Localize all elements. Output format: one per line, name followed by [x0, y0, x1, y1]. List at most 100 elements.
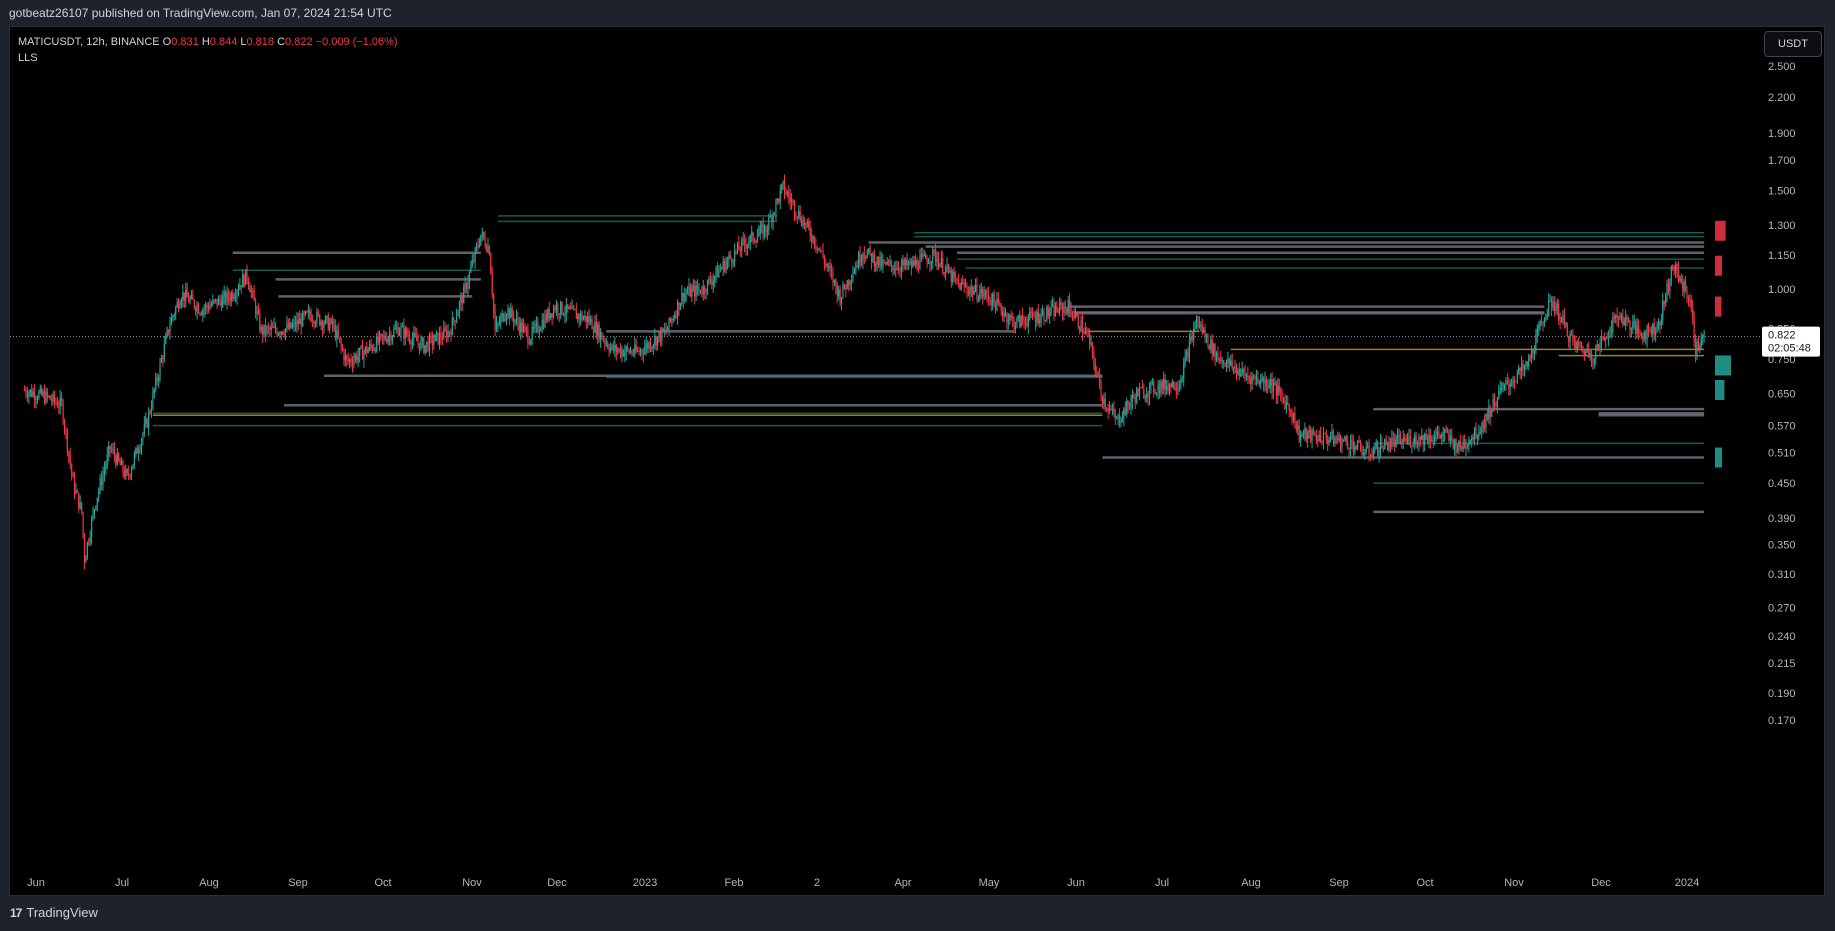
symbol-label[interactable]: MATICUSDT, 12h, BINANCE — [18, 36, 160, 48]
candle-body — [1687, 297, 1690, 299]
candle-body — [1424, 433, 1426, 445]
candle-body — [560, 302, 562, 315]
candle-body — [444, 328, 446, 331]
candle-body — [956, 278, 958, 283]
candle-body — [1656, 325, 1658, 333]
candle-body — [1388, 444, 1390, 451]
candle-body — [557, 305, 559, 314]
candle-body — [1195, 316, 1198, 329]
candle-body — [964, 285, 967, 287]
candle-body — [1667, 283, 1670, 291]
candle-body — [416, 335, 418, 342]
candle-body — [1270, 379, 1272, 386]
candle-body — [902, 260, 904, 266]
candle-body — [608, 347, 610, 352]
candle-body — [1650, 329, 1652, 335]
candle-body — [1530, 348, 1533, 358]
candle-body — [1558, 303, 1560, 320]
candle-body — [552, 308, 555, 317]
candle-body — [1136, 388, 1138, 403]
study-label[interactable]: LLS — [18, 52, 38, 64]
candle-body — [1265, 379, 1268, 388]
candle-body — [1147, 394, 1149, 398]
candle-body — [1111, 408, 1114, 410]
candle-body — [1633, 321, 1635, 323]
candle-body — [1012, 317, 1014, 319]
candle-body — [815, 245, 817, 247]
candle-body — [667, 328, 669, 332]
candle-body — [1066, 308, 1068, 314]
volume-profile-box — [1715, 355, 1731, 376]
candle-body — [1339, 435, 1342, 448]
candle-body — [1607, 337, 1610, 339]
candle-body — [1408, 436, 1410, 439]
candle-body — [75, 490, 77, 494]
candle-body — [212, 299, 214, 305]
candle-body — [531, 326, 533, 340]
candle-body — [1252, 375, 1255, 377]
candle-body — [1542, 322, 1544, 324]
candle-body — [812, 236, 814, 242]
candle-body — [972, 287, 974, 295]
candle-body — [567, 304, 569, 309]
candle-body — [1049, 312, 1051, 316]
candle-body — [678, 302, 680, 310]
candle-body — [451, 317, 453, 335]
candle-body — [1684, 280, 1687, 290]
candle-body — [1160, 381, 1162, 393]
candle-body — [82, 511, 84, 536]
candle-body — [277, 333, 279, 335]
candle-body — [51, 399, 53, 402]
candle-body — [1080, 320, 1082, 332]
candle-body — [1469, 440, 1471, 442]
candle-body — [1676, 264, 1678, 270]
candle-body — [648, 342, 650, 349]
candle-body — [893, 268, 895, 271]
candle-body — [1250, 377, 1252, 385]
chart-pane[interactable] — [9, 26, 1825, 896]
candle-body — [420, 340, 422, 350]
close-value: 0.822 — [285, 36, 313, 48]
candle-body — [123, 472, 125, 477]
candle-body — [1670, 266, 1672, 283]
candle-body — [1039, 321, 1041, 324]
candle-body — [1659, 321, 1661, 326]
candle-body — [694, 286, 696, 297]
candle-body — [61, 397, 63, 402]
candle-body — [193, 299, 195, 308]
candle-body — [826, 263, 828, 267]
candle-body — [391, 336, 394, 341]
candle-body — [1690, 300, 1692, 308]
candle-body — [398, 332, 401, 336]
candle-body — [1023, 320, 1025, 322]
candle-body — [676, 302, 679, 317]
candle-body — [347, 359, 349, 362]
x-axis-tick: Jul — [115, 877, 129, 889]
candle-body — [832, 272, 834, 283]
footer-bar — [0, 896, 1835, 931]
candle-body — [936, 259, 938, 262]
tradingview-logo[interactable]: 17 TradingView — [10, 905, 98, 920]
candle-body — [297, 319, 299, 325]
candle-body — [721, 268, 723, 270]
candle-body — [930, 261, 932, 264]
candle-body — [78, 492, 80, 509]
candle-body — [1016, 317, 1018, 326]
candle-body — [818, 248, 820, 250]
candle-body — [296, 319, 298, 327]
candle-body — [1569, 333, 1571, 342]
candle-body — [833, 279, 836, 283]
candle-body — [532, 326, 535, 329]
candle-body — [515, 317, 518, 320]
candle-body — [1153, 381, 1155, 393]
candle-body — [745, 244, 747, 249]
currency-button[interactable]: USDT — [1764, 31, 1822, 57]
candle-body — [387, 337, 389, 343]
candle-body — [1613, 316, 1615, 318]
candle-body — [534, 324, 536, 329]
candle-body — [1093, 350, 1095, 363]
candle-body — [62, 401, 64, 423]
candle-body — [905, 259, 907, 266]
candle-body — [463, 286, 465, 304]
